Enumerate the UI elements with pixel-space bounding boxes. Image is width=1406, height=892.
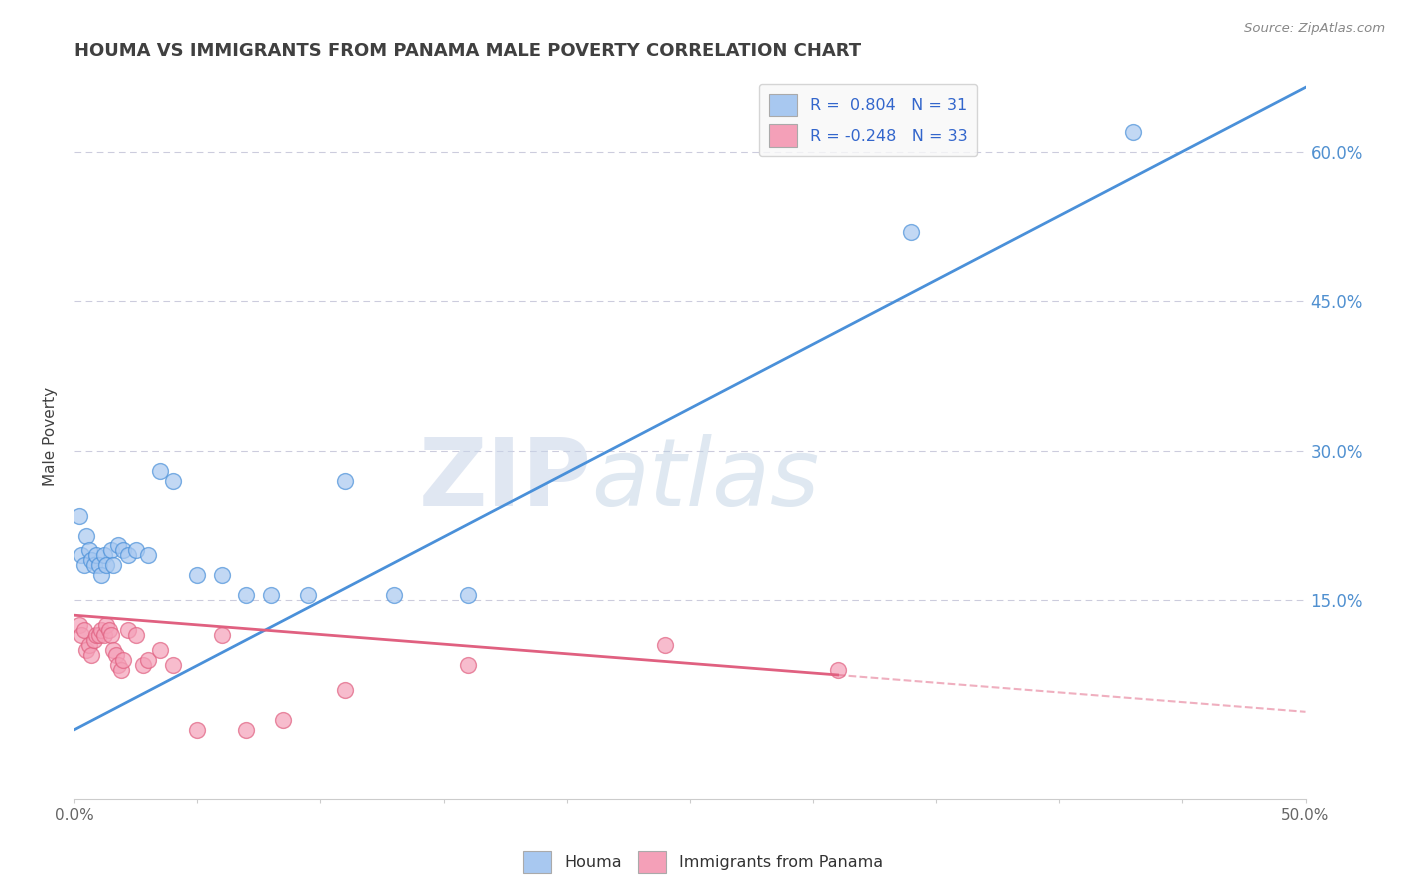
Point <box>100 628 122 642</box>
Point <box>107 539 129 553</box>
Point <box>162 658 184 673</box>
Point <box>67 508 90 523</box>
Point <box>75 528 97 542</box>
Y-axis label: Male Poverty: Male Poverty <box>44 386 58 485</box>
Point <box>103 558 125 573</box>
Point <box>94 558 117 573</box>
Point <box>235 723 257 737</box>
Legend: Houma, Immigrants from Panama: Houma, Immigrants from Panama <box>516 844 890 880</box>
Point <box>149 643 172 657</box>
Point <box>457 658 479 673</box>
Point <box>333 682 356 697</box>
Point <box>90 568 112 582</box>
Point <box>112 653 135 667</box>
Point <box>77 543 100 558</box>
Text: Source: ZipAtlas.com: Source: ZipAtlas.com <box>1244 22 1385 36</box>
Point <box>827 663 849 677</box>
Point <box>132 658 155 673</box>
Point <box>93 549 115 563</box>
Point <box>382 588 405 602</box>
Text: atlas: atlas <box>592 434 820 525</box>
Point <box>97 623 120 637</box>
Point <box>186 568 208 582</box>
Point <box>186 723 208 737</box>
Point <box>900 225 922 239</box>
Point <box>211 568 233 582</box>
Point <box>457 588 479 602</box>
Point <box>103 643 125 657</box>
Point <box>77 638 100 652</box>
Point <box>136 549 159 563</box>
Point <box>273 713 295 727</box>
Point <box>1122 125 1144 139</box>
Point <box>149 464 172 478</box>
Point <box>73 558 96 573</box>
Point <box>117 549 139 563</box>
Point <box>87 628 110 642</box>
Point <box>70 628 93 642</box>
Point <box>112 543 135 558</box>
Point <box>136 653 159 667</box>
Point <box>124 628 146 642</box>
Point <box>104 648 127 662</box>
Point <box>235 588 257 602</box>
Point <box>83 558 105 573</box>
Point <box>87 558 110 573</box>
Point <box>75 643 97 657</box>
Point <box>67 618 90 632</box>
Point <box>260 588 283 602</box>
Point <box>297 588 319 602</box>
Point <box>73 623 96 637</box>
Point <box>70 549 93 563</box>
Point <box>333 474 356 488</box>
Point <box>90 623 112 637</box>
Text: HOUMA VS IMMIGRANTS FROM PANAMA MALE POVERTY CORRELATION CHART: HOUMA VS IMMIGRANTS FROM PANAMA MALE POV… <box>75 42 862 60</box>
Point <box>654 638 676 652</box>
Point <box>124 543 146 558</box>
Point <box>93 628 115 642</box>
Point <box>107 658 129 673</box>
Legend: R =  0.804   N = 31, R = -0.248   N = 33: R = 0.804 N = 31, R = -0.248 N = 33 <box>759 84 977 156</box>
Text: ZIP: ZIP <box>419 434 592 525</box>
Point <box>110 663 132 677</box>
Point <box>100 543 122 558</box>
Point <box>211 628 233 642</box>
Point <box>117 623 139 637</box>
Point <box>80 553 103 567</box>
Point <box>162 474 184 488</box>
Point <box>94 618 117 632</box>
Point <box>84 549 107 563</box>
Point <box>84 628 107 642</box>
Point <box>80 648 103 662</box>
Point <box>83 633 105 648</box>
